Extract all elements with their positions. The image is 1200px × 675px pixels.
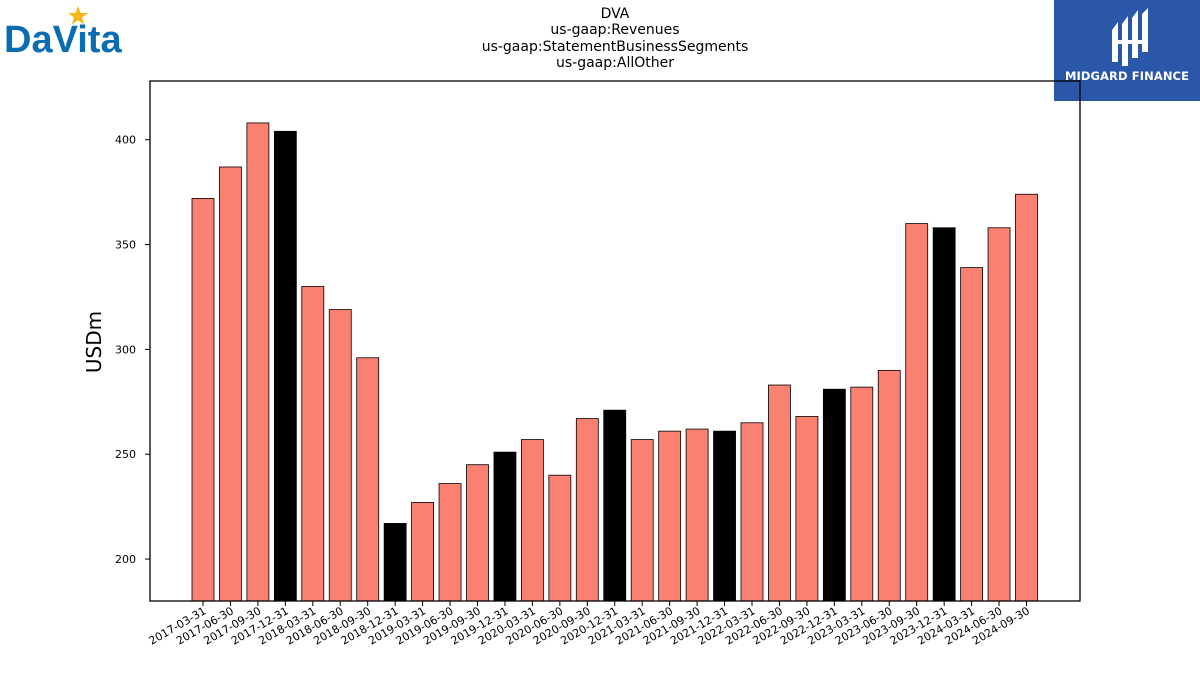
bar — [466, 464, 489, 602]
y-tick-label: 200 — [115, 553, 136, 566]
bar — [713, 430, 736, 602]
star-icon — [68, 6, 88, 25]
bar — [850, 386, 874, 602]
bar — [273, 130, 297, 602]
bar — [438, 483, 462, 602]
bar — [932, 227, 956, 602]
midgard-emblem-icon — [1112, 8, 1148, 66]
davita-logo-text: DaVita — [4, 19, 122, 60]
bar — [575, 418, 599, 602]
davita-logo: DaVita — [2, 4, 142, 61]
bar — [905, 223, 929, 602]
midgard-finance-logo: MIDGARD FINANCE — [1054, 0, 1200, 101]
bar — [1015, 193, 1038, 602]
bar — [658, 430, 682, 602]
midgard-logo-text: MIDGARD FINANCE — [1064, 69, 1190, 83]
bar — [191, 198, 215, 602]
bar — [630, 439, 654, 602]
bar — [740, 422, 764, 602]
chart-title: DVA us-gaap:Revenues us-gaap:StatementBu… — [415, 6, 815, 71]
bar — [521, 439, 544, 602]
bar — [877, 369, 901, 602]
bar — [383, 523, 407, 602]
bar — [493, 451, 517, 602]
bar — [603, 409, 627, 602]
y-axis-label: USDm — [82, 311, 106, 373]
bar — [822, 388, 846, 602]
bar — [987, 227, 1011, 602]
y-tick-label: 250 — [115, 448, 136, 461]
bars-group — [191, 122, 1038, 602]
chart-title-line: us-gaap:Revenues — [550, 22, 680, 39]
y-axis-ticks: 200 250 300 350 400 — [115, 134, 150, 566]
bar — [548, 474, 572, 602]
chart-title-line: us-gaap:StatementBusinessSegments — [481, 38, 749, 55]
y-tick-label: 350 — [115, 239, 136, 252]
bar — [246, 122, 270, 602]
bar — [960, 267, 983, 602]
x-axis-ticks: 2017-03-312017-06-302017-09-302017-12-31… — [147, 601, 1032, 648]
y-tick-label: 300 — [115, 343, 136, 356]
bar — [795, 416, 819, 602]
bar — [768, 384, 791, 602]
bar — [411, 502, 435, 602]
y-tick-label: 400 — [115, 134, 136, 147]
bar — [219, 166, 242, 602]
bar — [356, 357, 380, 602]
bar — [301, 286, 325, 602]
chart-title-line: us-gaap:AllOther — [556, 54, 674, 71]
bar — [328, 309, 352, 602]
chart-title-line: DVA — [600, 6, 630, 22]
bar — [685, 428, 709, 602]
